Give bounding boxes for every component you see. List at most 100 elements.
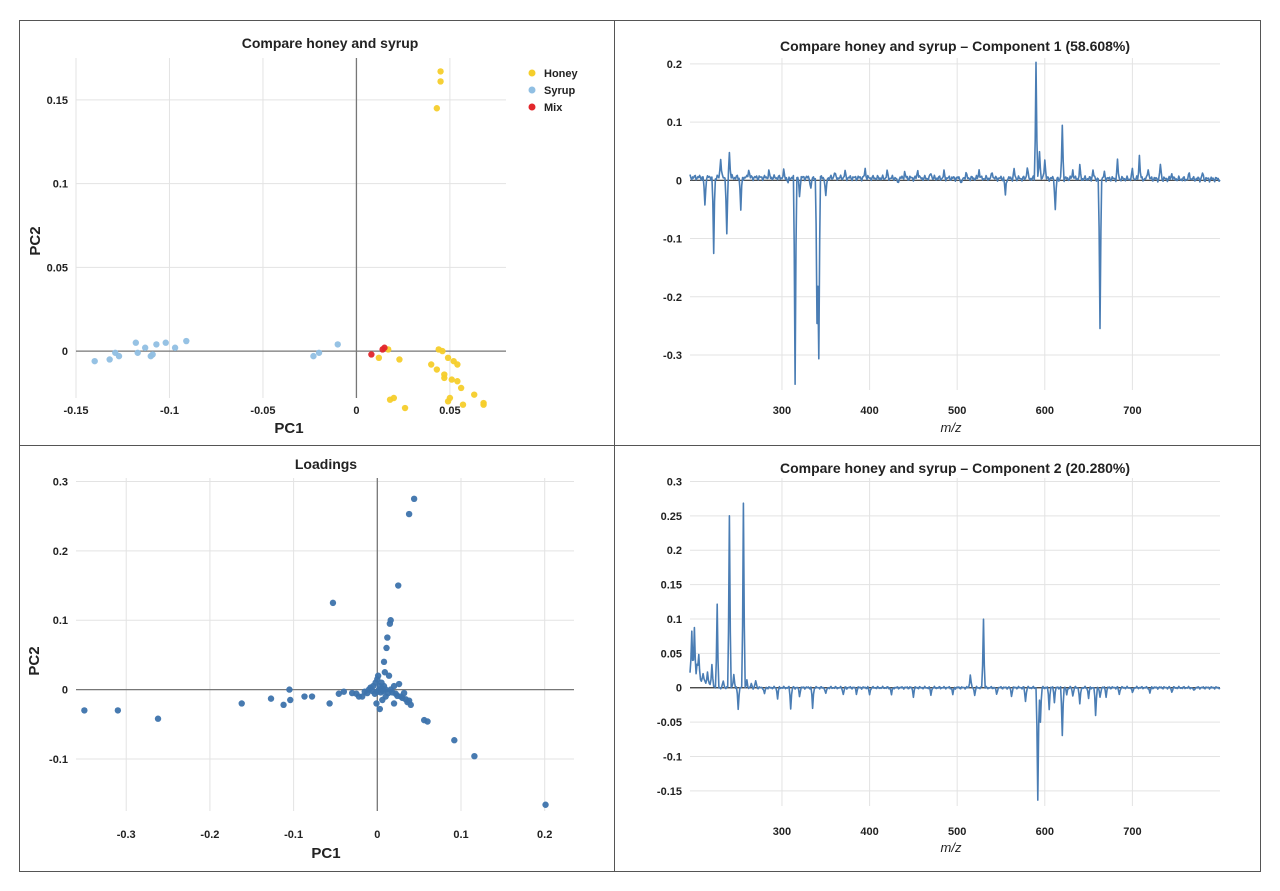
y-tick-label: 0.15 <box>661 580 682 592</box>
y-tick-label: -0.3 <box>663 350 682 362</box>
x-tick-label: 0 <box>353 405 359 417</box>
y-tick-label: 0.3 <box>53 476 68 488</box>
point-loadings <box>286 686 293 693</box>
loadings-panel: -0.3 -0.2 -0.1 0 0.1 0.2 0.3 0.2 0.1 0 -0.1 Loading… <box>20 446 613 871</box>
scores-scatter-chart: -0.15 -0.1 -0.05 0 0.05 0 0.05 0.1 0.15 Compare h… <box>27 35 579 437</box>
point-honey <box>471 391 478 398</box>
y-tick-label: 0.3 <box>667 476 682 488</box>
point-loadings <box>373 700 380 707</box>
y-axis-label: PC2 <box>27 226 44 255</box>
x-tick-label: -0.15 <box>63 405 88 417</box>
point-honey <box>433 105 441 112</box>
x-tick-label: 300 <box>773 826 791 838</box>
point-loadings <box>387 617 394 624</box>
point-honey <box>401 404 409 412</box>
y-tick-label: 0.1 <box>53 615 68 627</box>
point-loadings <box>379 696 386 704</box>
x-tick-label: -0.2 <box>200 829 219 841</box>
x-tick-label: 600 <box>1036 826 1054 838</box>
y-tick-label: 0 <box>62 346 68 358</box>
point-loadings <box>308 693 316 700</box>
point-honey <box>437 68 444 75</box>
scores-panel: -0.15 -0.1 -0.05 0 0.05 0 0.05 0.1 0.15 Compare h… <box>20 21 613 444</box>
point-loadings <box>301 693 308 700</box>
component1-line-chart: 300 400 500 600 700 0.2 0.1 0 -0.1 -0.2 -0.3 Compar… <box>663 38 1221 435</box>
point-loadings <box>340 688 348 695</box>
point-syrup <box>134 349 141 356</box>
point-loadings <box>407 701 414 709</box>
x-tick-label: 300 <box>773 405 791 417</box>
point-syrup <box>162 339 169 346</box>
point-syrup <box>171 344 179 351</box>
point-syrup <box>153 341 160 348</box>
x-tick-label: 0.2 <box>537 829 552 841</box>
x-tick-label: 0.1 <box>453 829 468 841</box>
point-loadings <box>451 737 458 744</box>
spectrum-line <box>689 502 1221 801</box>
point-loadings <box>424 718 431 725</box>
point-loadings <box>114 707 122 714</box>
x-tick-label: 500 <box>948 826 966 838</box>
y-tick-label: 0.1 <box>53 179 68 191</box>
y-tick-label: 0.15 <box>47 95 68 107</box>
x-tick-label: -0.1 <box>160 405 179 417</box>
point-honey <box>454 361 461 368</box>
point-syrup <box>132 339 140 346</box>
y-tick-label: 0.05 <box>661 648 682 660</box>
point-loadings <box>329 599 337 607</box>
point-honey <box>433 366 441 373</box>
legend-label-syrup: Syrup <box>544 85 575 97</box>
point-loadings <box>471 752 478 760</box>
legend-marker-honey <box>528 69 536 77</box>
x-tick-label: 500 <box>948 405 966 417</box>
point-honey <box>375 354 383 362</box>
y-axis-label: PC2 <box>26 646 43 675</box>
figure-frame <box>19 20 1261 872</box>
point-syrup <box>334 341 341 348</box>
point-loadings <box>400 689 408 697</box>
y-tick-label: 0.1 <box>667 614 682 626</box>
panel-divider-vertical <box>614 20 615 872</box>
point-loadings <box>267 695 275 702</box>
y-tick-label: 0.2 <box>53 546 68 558</box>
y-tick-label: -0.1 <box>663 234 682 246</box>
x-tick-label: -0.05 <box>250 405 275 417</box>
point-honey <box>444 398 452 405</box>
point-loadings <box>287 696 294 704</box>
y-tick-label: 0 <box>62 685 68 697</box>
point-mix <box>368 351 375 358</box>
point-loadings <box>395 582 402 589</box>
point-honey <box>390 394 398 402</box>
point-honey <box>448 376 455 383</box>
point-loadings <box>384 634 391 641</box>
legend-label-mix: Mix <box>544 102 563 114</box>
x-tick-label: -0.3 <box>117 829 136 841</box>
y-tick-label: -0.2 <box>663 292 682 304</box>
point-honey <box>437 78 444 85</box>
point-syrup <box>106 356 113 363</box>
y-tick-label: 0.25 <box>661 511 682 523</box>
point-loadings <box>380 658 388 666</box>
y-tick-label: 0.05 <box>47 262 68 274</box>
point-loadings <box>383 644 390 652</box>
point-honey <box>441 374 448 382</box>
point-syrup <box>91 357 98 365</box>
chart-title: Compare honey and syrup <box>242 35 419 51</box>
chart-title: Compare honey and syrup – Component 1 (5… <box>780 38 1130 54</box>
legend-label-honey: Honey <box>544 68 579 80</box>
point-loadings <box>410 495 418 503</box>
y-tick-label: -0.1 <box>663 751 682 763</box>
x-axis-label: PC1 <box>311 845 340 862</box>
point-syrup <box>141 344 149 351</box>
x-tick-label: 0.05 <box>439 405 460 417</box>
x-tick-label: -0.1 <box>284 829 303 841</box>
y-tick-label: 0.1 <box>667 117 682 129</box>
x-axis-label: PC1 <box>274 420 303 437</box>
x-axis-label: m/z <box>941 420 962 435</box>
y-tick-label: 0.2 <box>667 545 682 557</box>
chart-title: Compare honey and syrup – Component 2 (2… <box>780 460 1130 476</box>
point-loadings <box>374 672 382 679</box>
component2-line-chart: 300 400 500 600 700 0.3 0.25 0.2 0.15 0.1 0.05 0 -0.… <box>657 460 1221 855</box>
point-loadings <box>326 700 333 707</box>
x-tick-label: 400 <box>860 826 878 838</box>
